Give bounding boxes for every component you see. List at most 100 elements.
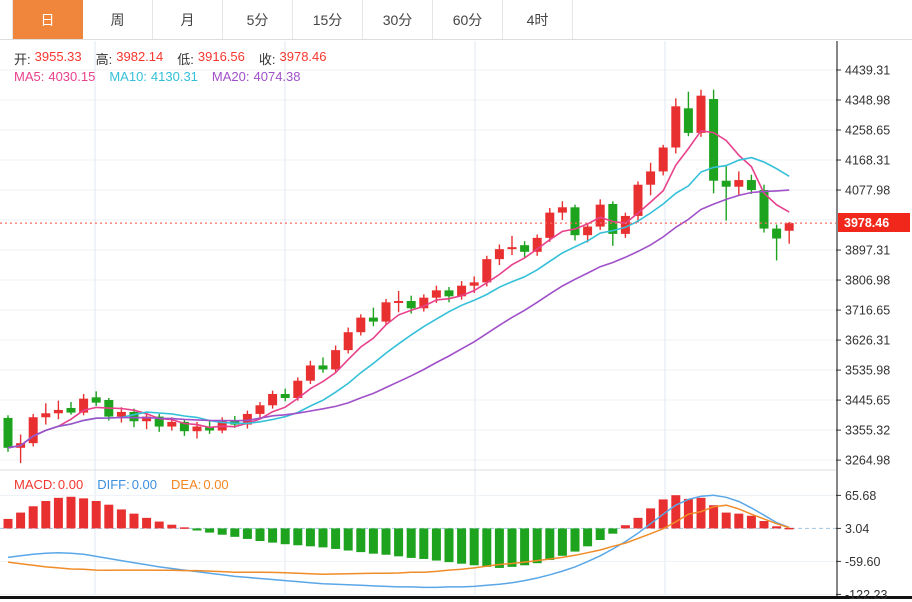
price-tick-label: 4348.98 xyxy=(845,94,890,108)
macd-hist-bar xyxy=(79,498,89,529)
candle-body xyxy=(696,95,706,133)
macd-hist-bar xyxy=(595,528,605,540)
candle-body xyxy=(356,317,366,333)
macd-hist-bar xyxy=(394,528,404,557)
macd-hist-bar xyxy=(469,528,479,566)
tab-4hour[interactable]: 4时 xyxy=(503,0,573,39)
candle-body xyxy=(268,393,278,406)
candle-body xyxy=(66,407,76,413)
macd-hist-bar xyxy=(293,528,303,546)
bottom-border xyxy=(0,596,912,599)
macd-hist-bar xyxy=(91,500,101,529)
candle-body xyxy=(28,417,38,444)
price-tick-label: 3806.98 xyxy=(845,274,890,288)
candle-body xyxy=(520,245,530,252)
macd-hist-bar xyxy=(734,513,744,529)
macd-hist-bar xyxy=(255,528,265,542)
macd-hist-bar xyxy=(784,527,794,530)
macd-hist-bar xyxy=(696,497,706,529)
tab-60min[interactable]: 60分 xyxy=(433,0,503,39)
macd-hist-bar xyxy=(646,508,656,529)
candle-body xyxy=(746,180,756,191)
candle-body xyxy=(331,350,341,370)
macd-hist-bar xyxy=(457,528,467,564)
macd-hist-bar xyxy=(343,528,353,551)
candle-body xyxy=(494,249,504,260)
candle-body xyxy=(242,413,252,425)
macd-label: MACD: xyxy=(14,477,56,492)
macd-hist-bar xyxy=(557,528,567,556)
ma20-line xyxy=(7,189,790,449)
tab-week[interactable]: 周 xyxy=(83,0,153,39)
close-value: 3978.46 xyxy=(279,49,327,64)
candle-body xyxy=(507,247,517,250)
price-tick-label: 3355.32 xyxy=(845,424,890,438)
ma10-label: MA10: xyxy=(109,69,147,84)
candle-body xyxy=(368,317,378,322)
price-tick-label: 4439.31 xyxy=(845,64,890,78)
candle-body xyxy=(116,411,126,417)
macd-hist-bar xyxy=(759,521,769,529)
candle-body xyxy=(759,190,769,229)
macd-hist-bar xyxy=(205,528,215,533)
price-tick-label: 3445.65 xyxy=(845,394,890,408)
candle-body xyxy=(205,426,215,431)
tab-day[interactable]: 日 xyxy=(12,0,83,39)
candle-body xyxy=(709,99,719,181)
macd-hist-bar xyxy=(419,528,429,559)
low-label: 低: xyxy=(177,52,194,67)
macd-hist-bar xyxy=(507,528,517,567)
macd-tick-label: 3.04 xyxy=(845,522,869,536)
tab-5min[interactable]: 5分 xyxy=(223,0,293,39)
candle-body xyxy=(545,212,555,238)
candle-body xyxy=(646,171,656,185)
price-tick-label: 4077.98 xyxy=(845,184,890,198)
price-tick-label: 3716.65 xyxy=(845,304,890,318)
tab-15min[interactable]: 15分 xyxy=(293,0,363,39)
macd-value: 0.00 xyxy=(57,477,84,492)
macd-hist-bar xyxy=(709,505,719,529)
macd-hist-bar xyxy=(381,528,391,555)
price-tick-label: 3264.98 xyxy=(845,454,890,468)
candle-body xyxy=(179,421,189,432)
ma20-value: 4074.38 xyxy=(253,69,301,84)
candle-body xyxy=(381,302,391,322)
macd-hist-bar xyxy=(570,528,580,552)
macd-hist-bar xyxy=(230,528,240,537)
macd-hist-bar xyxy=(116,509,126,529)
macd-hist-bar xyxy=(431,528,441,561)
price-tick-label: 3626.31 xyxy=(845,334,890,348)
tab-30min[interactable]: 30分 xyxy=(363,0,433,39)
macd-hist-bar xyxy=(280,528,290,545)
macd-hist-bar xyxy=(482,528,492,567)
macd-hist-bar xyxy=(532,528,542,564)
open-label: 开: xyxy=(14,52,31,67)
macd-hist-bar xyxy=(406,528,416,558)
price-tick-label: 3535.98 xyxy=(845,364,890,378)
ma20-label: MA20: xyxy=(211,69,250,84)
high-value: 3982.14 xyxy=(116,49,164,64)
candle-body xyxy=(53,409,63,414)
candle-body xyxy=(583,226,593,236)
dea-value: 0.00 xyxy=(203,477,229,492)
macd-hist-bar xyxy=(318,528,328,548)
price-tick-label: 3897.31 xyxy=(845,244,890,258)
macd-hist-bar xyxy=(633,517,643,529)
macd-hist-bar xyxy=(154,521,164,529)
macd-hist-bar xyxy=(545,528,555,561)
candle-body xyxy=(482,259,492,283)
candle-body xyxy=(532,237,542,252)
macd-hist-bar xyxy=(671,495,681,529)
candle-body xyxy=(557,207,567,213)
candle-body xyxy=(457,285,467,297)
macd-hist-bar xyxy=(583,528,593,547)
diff-line xyxy=(7,494,790,589)
ma5-label: MA5: xyxy=(14,69,45,84)
period-toolbar: 日 周 月 5分 15分 30分 60分 4时 xyxy=(0,0,912,40)
ma10-value: 4130.31 xyxy=(150,69,198,84)
candle-body xyxy=(570,207,580,236)
macd-hist-bar xyxy=(356,528,366,553)
tab-month[interactable]: 月 xyxy=(153,0,223,39)
candle-body xyxy=(343,332,353,351)
